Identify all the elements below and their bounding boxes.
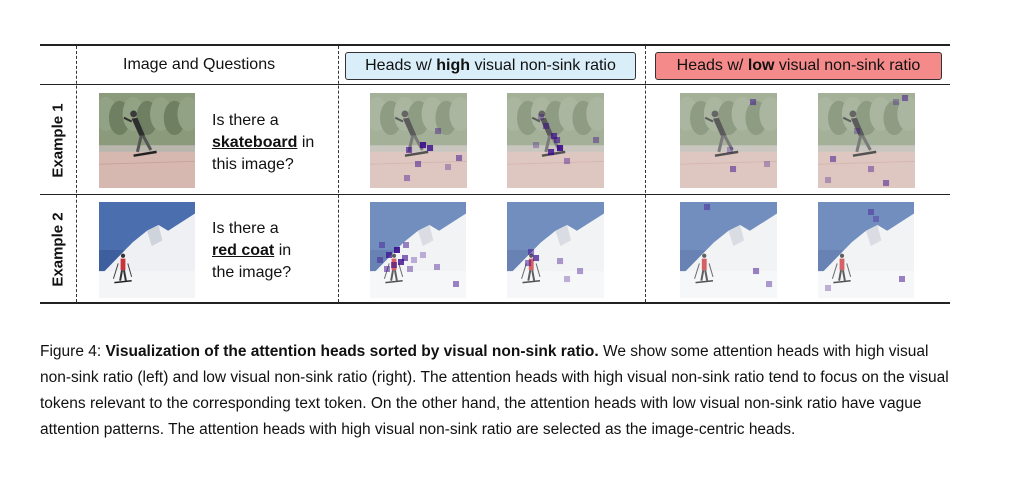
header-low-prefix: Heads w/	[676, 57, 748, 74]
header-low-suffix: visual non-sink ratio	[774, 57, 921, 74]
figure-caption: Figure 4: Visualization of the attention…	[40, 339, 960, 443]
input-image	[99, 93, 195, 188]
low-ratio-attention-map	[818, 202, 914, 298]
top-rule	[40, 44, 950, 46]
question-keyword: skateboard	[212, 134, 298, 151]
header-low-bold: low	[747, 57, 775, 74]
low-ratio-attention-map	[680, 202, 777, 298]
high-ratio-attention-map	[370, 202, 466, 298]
header-high-ratio-heads: Heads w/ high visual non-sink ratio	[345, 52, 636, 80]
header-high-bold: high	[436, 57, 471, 74]
question-example-2: Is there a red coat in the image?	[212, 220, 292, 281]
header-high-suffix: visual non-sink ratio	[470, 57, 616, 74]
row-label-example-2: Example 2	[49, 211, 67, 287]
header-high-prefix: Heads w/	[365, 57, 437, 74]
caption-label: Figure 4:	[40, 343, 106, 360]
high-ratio-attention-map	[507, 202, 604, 298]
column-divider	[645, 46, 646, 302]
bottom-rule	[40, 302, 950, 304]
input-image	[99, 202, 195, 298]
high-ratio-attention-map	[507, 93, 604, 188]
column-divider	[76, 46, 77, 302]
question-example-1: Is there a skateboard in this image?	[212, 112, 315, 173]
high-ratio-attention-map	[370, 93, 467, 188]
caption-body: We show some attention heads with high v…	[40, 343, 949, 438]
low-ratio-attention-map	[818, 93, 915, 188]
question-keyword: red coat	[212, 242, 275, 259]
header-low-ratio-heads: Heads w/ low visual non-sink ratio	[655, 52, 942, 80]
row-label-example-1: Example 1	[49, 102, 67, 178]
caption-title: Visualization of the attention heads sor…	[105, 343, 599, 360]
column-divider	[338, 46, 339, 302]
header-rule	[40, 84, 950, 85]
row-separator	[40, 194, 950, 195]
figure-4: Image and Questions Heads w/ high visual…	[40, 44, 950, 304]
low-ratio-attention-map	[680, 93, 777, 188]
header-image-and-questions: Image and Questions	[123, 56, 276, 73]
